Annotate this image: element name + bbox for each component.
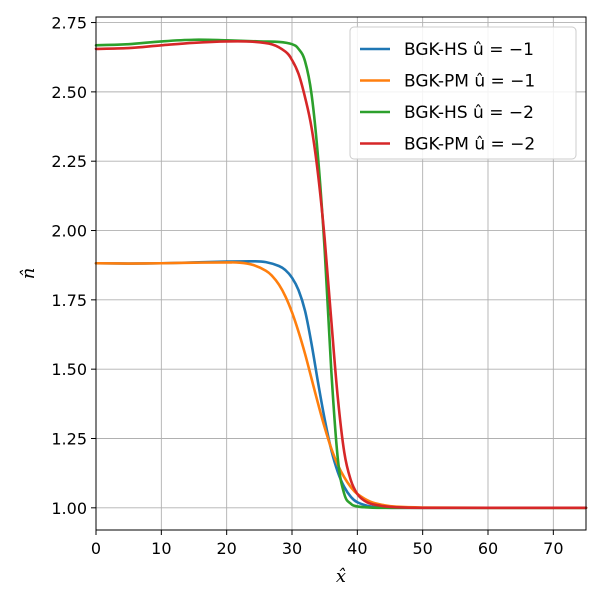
- legend-label-1: BGK-HS û = −1: [404, 40, 534, 60]
- y-tick-label: 1.75: [51, 291, 87, 310]
- x-tick-label: 70: [543, 539, 563, 558]
- series-line-4: [94, 39, 588, 510]
- x-tick-label: 0: [91, 539, 101, 558]
- y-tick-label: 1.50: [51, 360, 87, 379]
- series-lines: [94, 38, 588, 510]
- plot-frame: [95, 16, 587, 531]
- x-tick-label: 20: [216, 539, 236, 558]
- y-axis-label: n̂: [18, 268, 39, 280]
- y-tick-label: 2.75: [51, 14, 87, 33]
- y-tick-label: 2.50: [51, 83, 87, 102]
- x-tick-label: 30: [282, 539, 302, 558]
- x-axis-label: x̂: [336, 566, 346, 587]
- axis-ticks: 0 10 20 30 40 50 60 70 1.00 1.25 1.50 1.75 2.00 2.25 2…: [51, 14, 563, 558]
- y-tick-label: 1.25: [51, 429, 87, 448]
- series-line-2: [94, 261, 588, 510]
- legend-label-2: BGK-PM û = −1: [404, 72, 535, 92]
- legend-label-4: BGK-PM û = −2: [404, 135, 535, 155]
- x-tick-label: 50: [412, 539, 432, 558]
- y-tick-label: 2.25: [51, 152, 87, 171]
- x-tick-label: 10: [151, 539, 171, 558]
- legend: BGK-HS û = −1 BGK-PM û = −1 BGK-HS û = −2 B…: [349, 26, 577, 160]
- legend-label-3: BGK-HS û = −2: [404, 103, 534, 123]
- x-tick-label: 40: [347, 539, 367, 558]
- legend-box: [349, 26, 577, 160]
- y-tick-label: 1.00: [51, 499, 87, 518]
- y-tick-label: 2.00: [51, 222, 87, 241]
- x-tick-label: 60: [478, 539, 498, 558]
